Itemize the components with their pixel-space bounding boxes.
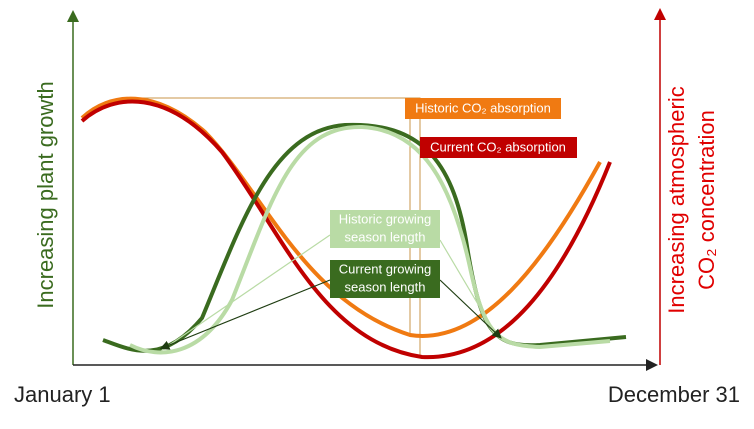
pointer: [161, 234, 331, 351]
label-box: [405, 98, 561, 119]
label-box: [330, 260, 440, 298]
label: Current CO₂ absorption: [430, 139, 566, 154]
pointer: [439, 279, 502, 339]
label: season length: [345, 229, 426, 244]
start-label: January 1: [14, 382, 111, 407]
pointer: [439, 239, 499, 339]
historic-co2-curve: [80, 96, 602, 338]
right-axis-title: CO₂ concentration: [694, 110, 719, 290]
end-label: December 31: [608, 382, 740, 407]
current-co2-curve: [80, 99, 612, 360]
label-box: [420, 137, 577, 158]
pointer: [159, 279, 331, 350]
left-axis-title: Increasing plant growth: [33, 81, 58, 308]
right-axis-title: Increasing atmospheric: [664, 86, 689, 313]
label: season length: [345, 279, 426, 294]
label-box: [330, 210, 440, 248]
label: Historic CO₂ absorption: [415, 100, 551, 115]
label: Current growing: [339, 261, 432, 276]
label: Historic growing: [339, 211, 431, 226]
